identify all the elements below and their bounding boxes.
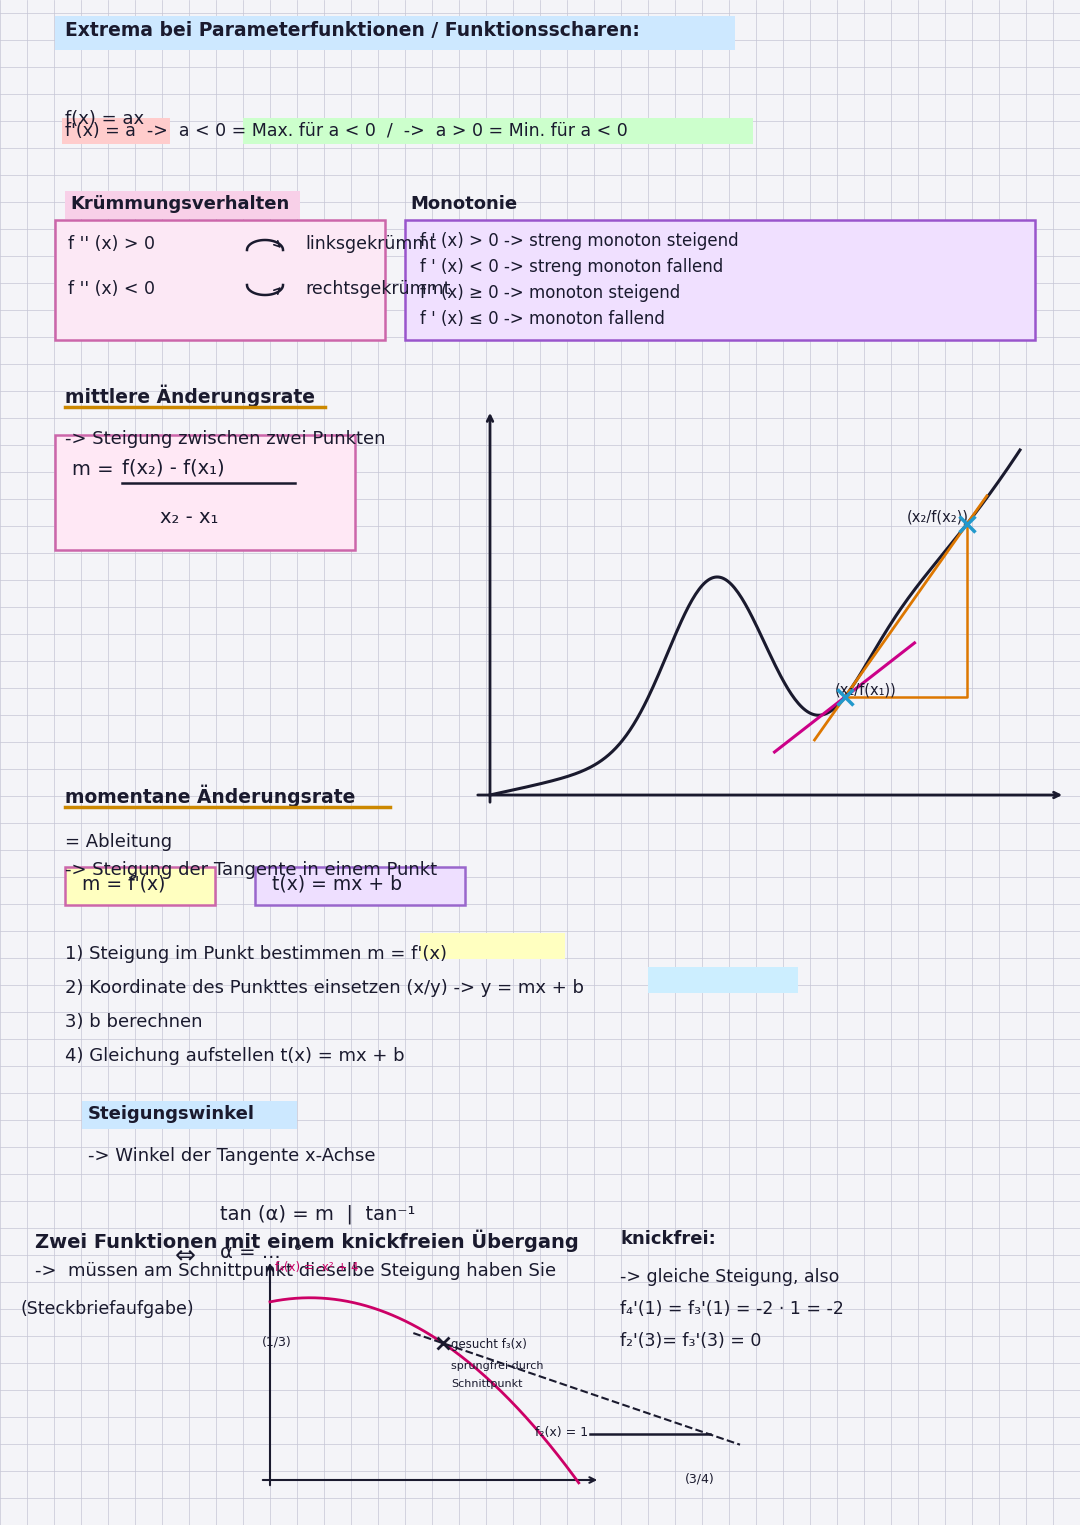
- Text: f '' (x) < 0: f '' (x) < 0: [68, 281, 156, 297]
- Text: -> Winkel der Tangente x-Achse: -> Winkel der Tangente x-Achse: [87, 1147, 376, 1165]
- Text: -> gleiche Steigung, also: -> gleiche Steigung, also: [620, 1267, 839, 1286]
- FancyBboxPatch shape: [420, 933, 565, 959]
- Text: f ' (x) ≥ 0 -> monoton steigend: f ' (x) ≥ 0 -> monoton steigend: [420, 284, 680, 302]
- Text: = Ableitung: = Ableitung: [65, 833, 172, 851]
- Text: tan (α) = m  |  tan⁻¹: tan (α) = m | tan⁻¹: [220, 1205, 416, 1225]
- FancyBboxPatch shape: [255, 868, 465, 904]
- Text: ⇔: ⇔: [175, 1243, 195, 1267]
- Text: sprungfrei durch: sprungfrei durch: [451, 1362, 544, 1371]
- Text: Zwei Funktionen mit einem knickfreien Übergang: Zwei Funktionen mit einem knickfreien Üb…: [35, 1231, 579, 1252]
- Text: α = ...  °: α = ... °: [220, 1243, 302, 1263]
- FancyBboxPatch shape: [82, 1101, 297, 1128]
- FancyBboxPatch shape: [55, 220, 384, 340]
- Text: linksgekrümmt: linksgekrümmt: [305, 235, 436, 253]
- FancyBboxPatch shape: [65, 868, 215, 904]
- Text: 3) b berechnen: 3) b berechnen: [65, 1013, 203, 1031]
- Text: t(x) = mx + b: t(x) = mx + b: [272, 875, 402, 894]
- Text: f(x₂) - f(x₁): f(x₂) - f(x₁): [122, 458, 225, 477]
- Text: f ' (x) ≤ 0 -> monoton fallend: f ' (x) ≤ 0 -> monoton fallend: [420, 310, 665, 328]
- Text: (x₂/f(x₂)): (x₂/f(x₂)): [907, 509, 969, 525]
- Text: f₂'(3)= f₃'(3) = 0: f₂'(3)= f₃'(3) = 0: [620, 1331, 761, 1350]
- Text: f'(x) = a  ->  a < 0 = Max. für a < 0  /  ->  a > 0 = Min. für a < 0: f'(x) = a -> a < 0 = Max. für a < 0 / ->…: [65, 122, 627, 140]
- Text: m =: m =: [72, 461, 120, 479]
- Text: f₄(x) = -x² + 4: f₄(x) = -x² + 4: [275, 1261, 359, 1273]
- Text: Schnittpunkt: Schnittpunkt: [451, 1379, 523, 1389]
- FancyBboxPatch shape: [243, 117, 753, 143]
- Text: (3/4): (3/4): [685, 1472, 715, 1485]
- Text: (x₁/f(x₁)): (x₁/f(x₁)): [835, 683, 896, 697]
- Text: Steigungswinkel: Steigungswinkel: [87, 1106, 255, 1122]
- FancyBboxPatch shape: [65, 191, 300, 220]
- Text: Monotonie: Monotonie: [410, 195, 517, 214]
- FancyBboxPatch shape: [55, 15, 735, 50]
- Text: x₂ - x₁: x₂ - x₁: [160, 508, 218, 528]
- Text: m = f'(x): m = f'(x): [82, 875, 165, 894]
- Text: -> Steigung der Tangente in einem Punkt: -> Steigung der Tangente in einem Punkt: [65, 862, 437, 878]
- Text: -> Steigung zwischen zwei Punkten: -> Steigung zwischen zwei Punkten: [65, 430, 386, 448]
- Text: Extrema bei Parameterfunktionen / Funktionsscharen:: Extrema bei Parameterfunktionen / Funkti…: [65, 21, 639, 40]
- Text: 4) Gleichung aufstellen t(x) = mx + b: 4) Gleichung aufstellen t(x) = mx + b: [65, 1048, 405, 1064]
- Text: gesucht f₃(x): gesucht f₃(x): [451, 1339, 527, 1351]
- Text: rechtsgekrümmt: rechtsgekrümmt: [305, 281, 450, 297]
- FancyBboxPatch shape: [55, 435, 355, 551]
- Text: (1/3): (1/3): [262, 1336, 292, 1348]
- Text: f₄'(1) = f₃'(1) = -2 · 1 = -2: f₄'(1) = f₃'(1) = -2 · 1 = -2: [620, 1299, 843, 1318]
- Text: f(x) = ax: f(x) = ax: [65, 110, 144, 128]
- Text: ->  müssen am Schnittpunkt dieselbe Steigung haben Sie: -> müssen am Schnittpunkt dieselbe Steig…: [35, 1263, 556, 1279]
- FancyBboxPatch shape: [405, 220, 1035, 340]
- FancyBboxPatch shape: [648, 967, 798, 993]
- Text: momentane Änderungsrate: momentane Änderungsrate: [65, 785, 355, 807]
- Text: f ' (x) > 0 -> streng monoton steigend: f ' (x) > 0 -> streng monoton steigend: [420, 232, 739, 250]
- Text: mittlere Änderungsrate: mittlere Änderungsrate: [65, 384, 315, 407]
- Text: 1) Steigung im Punkt bestimmen m = f'(x): 1) Steigung im Punkt bestimmen m = f'(x): [65, 946, 447, 962]
- Text: f₂(x) = 1: f₂(x) = 1: [535, 1426, 589, 1440]
- Text: f ' (x) < 0 -> streng monoton fallend: f ' (x) < 0 -> streng monoton fallend: [420, 258, 724, 276]
- Text: f '' (x) > 0: f '' (x) > 0: [68, 235, 156, 253]
- Text: 2) Koordinate des Punkttes einsetzen (x/y) -> y = mx + b: 2) Koordinate des Punkttes einsetzen (x/…: [65, 979, 584, 997]
- Text: Krümmungsverhalten: Krümmungsverhalten: [70, 195, 289, 214]
- Text: knickfrei:: knickfrei:: [620, 1231, 716, 1247]
- Text: (Steckbriefaufgabe): (Steckbriefaufgabe): [21, 1299, 193, 1318]
- FancyBboxPatch shape: [62, 117, 170, 143]
